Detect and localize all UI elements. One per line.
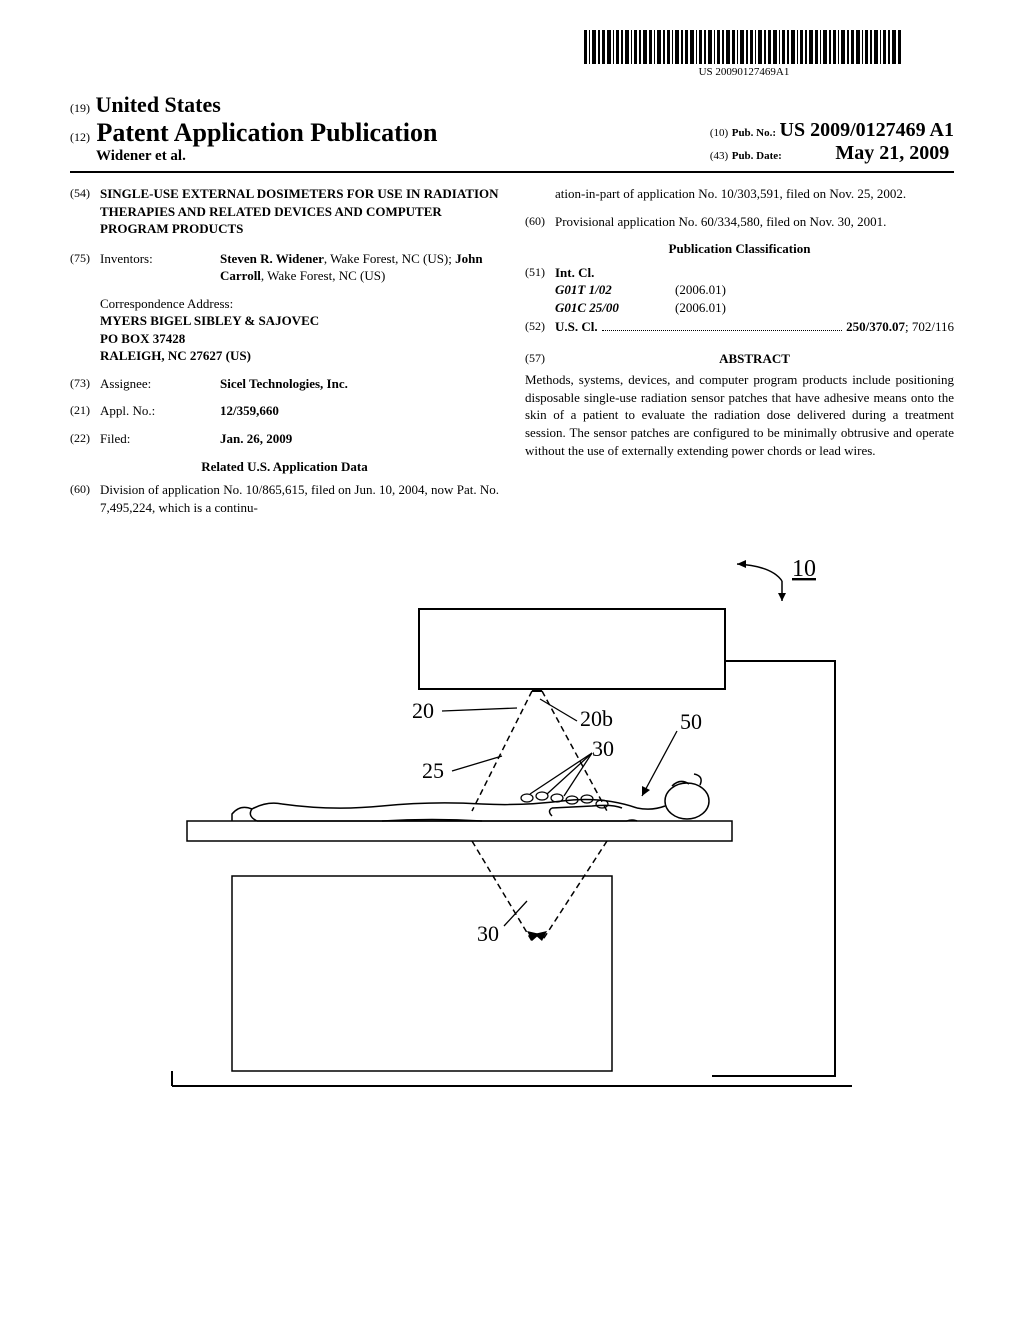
related-text-2: Provisional application No. 60/334,580, … <box>555 213 954 231</box>
related-title: Related U.S. Application Data <box>70 458 499 476</box>
code-60a: (60) <box>70 481 100 516</box>
fig-ref-10: 10 <box>792 556 816 582</box>
pubdate-value: May 21, 2009 <box>835 142 949 164</box>
inventor1-name: Steven R. Widener <box>220 251 324 266</box>
inventors-value: Steven R. Widener, Wake Forest, NC (US);… <box>220 250 499 285</box>
code-52: (52) <box>525 318 555 336</box>
inventor2-loc: , Wake Forest, NC (US) <box>261 268 385 283</box>
uscl-value: 250/370.07 <box>846 318 905 336</box>
code-19: (19) <box>70 101 90 115</box>
ipc1-date: (2006.01) <box>675 281 726 299</box>
filed-label: Filed: <box>100 430 220 448</box>
inventor1-loc: , Wake Forest, NC (US); <box>324 251 455 266</box>
fig-ref-20: 20 <box>412 698 434 723</box>
pubclass-title: Publication Classification <box>525 240 954 258</box>
dotted-leader <box>602 320 843 331</box>
uscl-value2: ; 702/116 <box>905 318 954 336</box>
pubno-value: US 2009/0127469 A1 <box>780 119 954 141</box>
code-75: (75) <box>70 250 100 285</box>
authors-line: Widener et al. <box>96 148 437 165</box>
barcode-graphic <box>584 30 904 64</box>
fig-ref-50: 50 <box>680 709 702 734</box>
abstract-text: Methods, systems, devices, and computer … <box>525 371 954 459</box>
corr-line1: MYERS BIGEL SIBLEY & SAJOVEC <box>100 312 499 330</box>
code-22: (22) <box>70 430 100 448</box>
applno-value: 12/359,660 <box>220 402 499 420</box>
fig-ref-20b: 20b <box>580 706 613 731</box>
code-21: (21) <box>70 402 100 420</box>
fig-ref-30a: 30 <box>592 736 614 761</box>
pubdate-label: Pub. Date: <box>732 150 782 162</box>
related-text-1b: ation-in-part of application No. 10/303,… <box>555 185 954 203</box>
left-column: (54) SINGLE-USE EXTERNAL DOSIMETERS FOR … <box>70 185 499 526</box>
code-57: (57) <box>525 350 555 368</box>
corr-line3: RALEIGH, NC 27627 (US) <box>100 347 499 365</box>
related-text-1a: Division of application No. 10/865,615, … <box>100 481 499 516</box>
code-54: (54) <box>70 185 100 238</box>
right-column: ation-in-part of application No. 10/303,… <box>525 185 954 526</box>
assignee-label: Assignee: <box>100 375 220 393</box>
corr-label: Correspondence Address: <box>100 295 499 313</box>
code-73: (73) <box>70 375 100 393</box>
doc-type: Patent Application Publication <box>97 118 438 147</box>
invention-title: SINGLE-USE EXTERNAL DOSIMETERS FOR USE I… <box>100 185 499 238</box>
inventors-label: Inventors: <box>100 250 220 285</box>
country-text: United States <box>96 92 221 117</box>
code-12: (12) <box>70 130 90 144</box>
filed-value: Jan. 26, 2009 <box>220 430 499 448</box>
applno-label: Appl. No.: <box>100 402 220 420</box>
ipc2-date: (2006.01) <box>675 299 726 317</box>
fig-ref-25: 25 <box>422 758 444 783</box>
pubno-label: Pub. No.: <box>732 127 776 139</box>
header-block: (19) United States (12) Patent Applicati… <box>70 92 954 173</box>
figure-area: 10 20 20b 25 30 50 30 <box>70 546 954 1111</box>
ipc1: G01T 1/02 <box>555 281 675 299</box>
figure-diagram: 10 20 20b 25 30 50 30 <box>132 546 892 1106</box>
barcode-block: US 20090127469A1 <box>70 30 904 80</box>
code-43: (43) <box>710 150 728 162</box>
uscl-label: U.S. Cl. <box>555 318 598 336</box>
code-10: (10) <box>710 127 728 139</box>
corr-line2: PO BOX 37428 <box>100 330 499 348</box>
code-60b: (60) <box>525 213 555 231</box>
intcl-label: Int. Cl. <box>555 264 954 282</box>
barcode-text: US 20090127469A1 <box>584 66 904 78</box>
abstract-label: ABSTRACT <box>555 350 954 368</box>
fig-ref-30b: 30 <box>477 921 499 946</box>
ipc2: G01C 25/00 <box>555 299 675 317</box>
assignee-value: Sicel Technologies, Inc. <box>220 375 499 393</box>
code-51: (51) <box>525 264 555 317</box>
